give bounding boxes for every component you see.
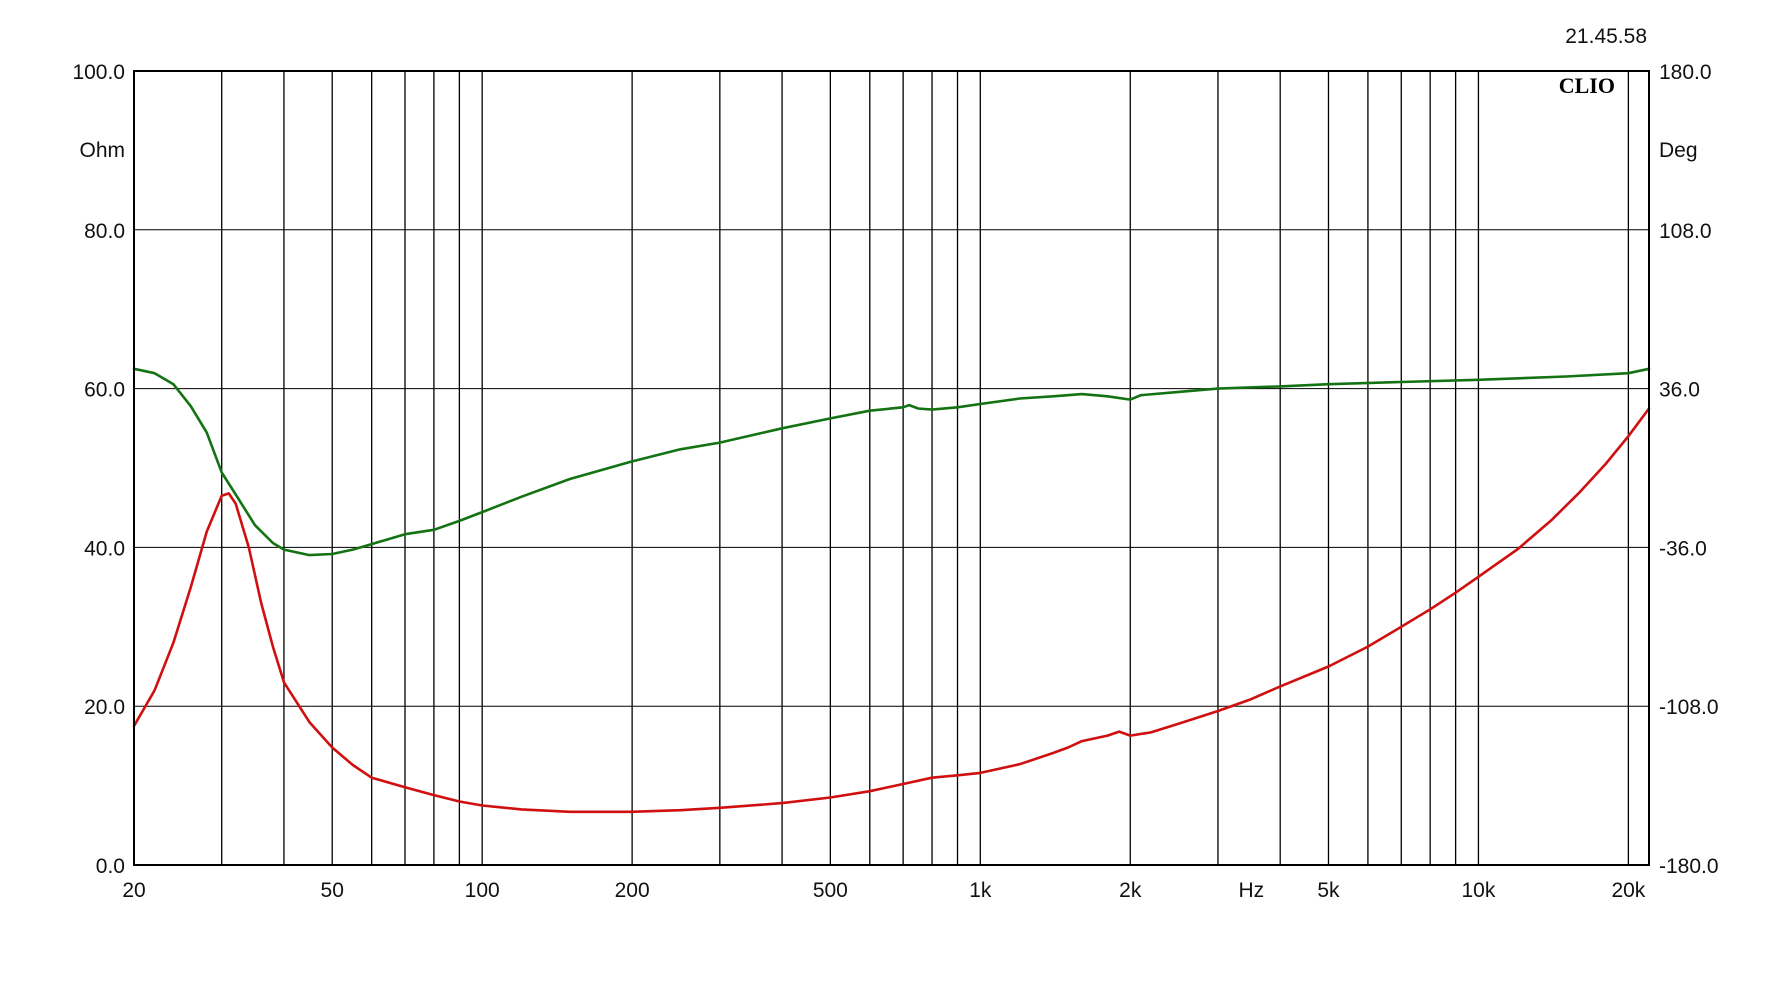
- left-tick-label: 0.0: [96, 855, 125, 878]
- right-tick-label: 36.0: [1659, 379, 1700, 402]
- curves: [132, 367, 1651, 814]
- right-tick-label: 180.0: [1659, 61, 1712, 84]
- right-tick-label: -36.0: [1659, 537, 1707, 560]
- right-tick-label: 108.0: [1659, 220, 1712, 243]
- left-tick-label: 40.0: [84, 537, 125, 560]
- left-tick-label: 60.0: [84, 379, 125, 402]
- x-tick-label: 10k: [1462, 879, 1496, 902]
- right-axis-unit: Deg: [1659, 139, 1698, 162]
- left-tick-label: 20.0: [84, 696, 125, 719]
- left-tick-label: 100.0: [72, 61, 125, 84]
- x-tick-label: 1k: [969, 879, 992, 902]
- right-tick-label: -180.0: [1659, 855, 1719, 878]
- brand-logo: CLIO: [1559, 73, 1615, 98]
- plot-frame: [133, 70, 1650, 866]
- timestamp: 21.45.58: [1565, 25, 1647, 48]
- x-tick-label: 200: [615, 879, 650, 902]
- left-axis-unit: Ohm: [79, 139, 125, 162]
- x-tick-label: 2k: [1119, 879, 1142, 902]
- x-unit-label: Hz: [1238, 879, 1264, 902]
- x-tick-label: 20k: [1611, 879, 1645, 902]
- impedance-curve: [132, 407, 1651, 814]
- right-tick-label: -108.0: [1659, 696, 1719, 719]
- phase-curve: [132, 367, 1651, 557]
- grid: [134, 70, 1649, 866]
- x-tick-label: 20: [122, 879, 145, 902]
- x-tick-label: 500: [813, 879, 848, 902]
- x-tick-label: 5k: [1317, 879, 1340, 902]
- left-tick-label: 80.0: [84, 220, 125, 243]
- x-tick-label: 100: [465, 879, 500, 902]
- x-tick-label: 50: [321, 879, 344, 902]
- labels: 20 50 100 200 500 1k 2k 5k 10k 20k Hz 0.0 20.0 40.0 60…: [72, 61, 1718, 902]
